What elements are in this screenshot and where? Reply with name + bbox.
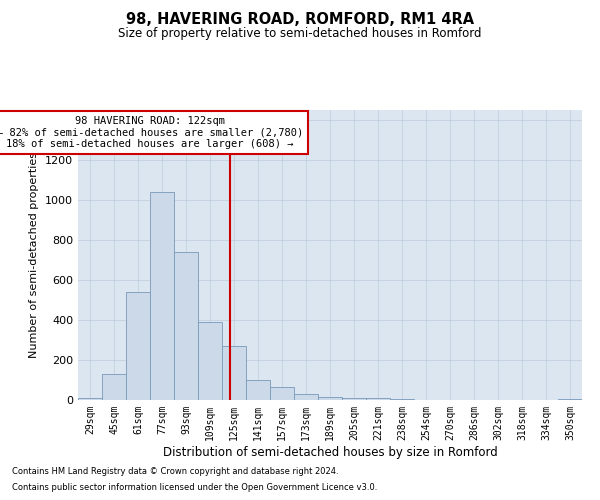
Bar [366,398,390,400]
Bar [222,346,246,400]
Bar [318,397,342,400]
Bar [294,394,318,400]
Bar [558,399,582,400]
Bar [198,322,222,400]
Text: Contains public sector information licensed under the Open Government Licence v3: Contains public sector information licen… [12,484,377,492]
Bar [78,398,102,400]
Text: Contains HM Land Registry data © Crown copyright and database right 2024.: Contains HM Land Registry data © Crown c… [12,467,338,476]
Text: Size of property relative to semi-detached houses in Romford: Size of property relative to semi-detach… [118,28,482,40]
Text: 98 HAVERING ROAD: 122sqm
← 82% of semi-detached houses are smaller (2,780)
18% o: 98 HAVERING ROAD: 122sqm ← 82% of semi-d… [0,116,303,149]
Bar [270,387,294,400]
Bar [174,252,198,400]
Text: 98, HAVERING ROAD, ROMFORD, RM1 4RA: 98, HAVERING ROAD, ROMFORD, RM1 4RA [126,12,474,28]
Bar [102,374,126,400]
Bar [390,399,414,400]
X-axis label: Distribution of semi-detached houses by size in Romford: Distribution of semi-detached houses by … [163,446,497,458]
Bar [342,398,366,400]
Bar [246,380,270,400]
Bar [150,192,174,400]
Y-axis label: Number of semi-detached properties: Number of semi-detached properties [29,152,40,358]
Bar [126,292,150,400]
